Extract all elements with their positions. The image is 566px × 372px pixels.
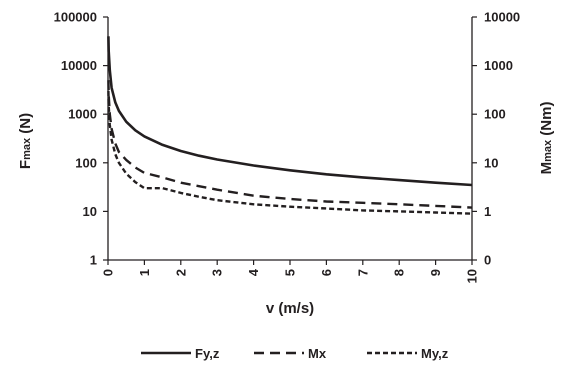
y-right-tick-label: 100	[484, 107, 506, 122]
chart-series	[107, 36, 473, 215]
x-tick-label: 0	[101, 269, 116, 276]
x-tick-label: 4	[246, 268, 261, 276]
legend-label-mx: Mx	[308, 346, 327, 361]
y-right-tick-label: 1000	[484, 58, 513, 73]
y-left-axis-title-main: F	[17, 160, 34, 169]
chart-titles: v (m/s) Fmax (N) Mmax (Nm)	[17, 102, 555, 317]
x-tick-label: 5	[283, 269, 298, 276]
y-right-tick-label: 1	[484, 204, 491, 219]
y-left-tick-label: 100000	[54, 10, 97, 25]
y-left-axis-title-unit: (N)	[17, 113, 34, 138]
y-left-tick-label: 1	[90, 253, 97, 268]
y-left-tick-label: 10	[83, 204, 97, 219]
y-left-axis-title-sub: max	[21, 137, 33, 160]
x-tick-label: 10	[465, 269, 480, 283]
x-tick-label: 1	[137, 269, 152, 276]
y-right-axis-title: Mmax (Nm)	[538, 102, 555, 175]
y-right-axis-title-sub: max	[542, 139, 554, 162]
series-line-fy-z	[107, 36, 473, 187]
legend-label-fy-z: Fy,z	[195, 346, 220, 361]
y-right-tick-label: 10000	[484, 10, 520, 25]
y-left-axis-title: Fmax (N)	[17, 113, 34, 169]
y-right-tick-label: 10	[484, 155, 498, 170]
series-line-my-z	[107, 90, 473, 215]
y-right-tick-label: 0	[484, 253, 491, 268]
y-left-tick-label: 100	[75, 155, 97, 170]
x-tick-label: 8	[392, 269, 407, 276]
legend-label-my-z: My,z	[421, 346, 449, 361]
x-axis-title: v (m/s)	[266, 300, 314, 317]
x-tick-label: 9	[428, 269, 443, 276]
series-line-mx	[107, 80, 473, 209]
chart-axes	[107, 17, 473, 261]
x-tick-label: 3	[210, 269, 225, 276]
y-right-axis-title-main: M	[538, 162, 555, 175]
x-tick-label: 2	[173, 269, 188, 276]
y-right-axis-title-unit: (Nm)	[538, 102, 555, 140]
y-left-tick-label: 10000	[61, 58, 97, 73]
y-left-tick-label: 1000	[68, 107, 97, 122]
x-tick-label: 6	[319, 269, 334, 276]
legend: Fy,z Mx My,z	[141, 346, 449, 361]
x-tick-label: 7	[355, 269, 370, 276]
